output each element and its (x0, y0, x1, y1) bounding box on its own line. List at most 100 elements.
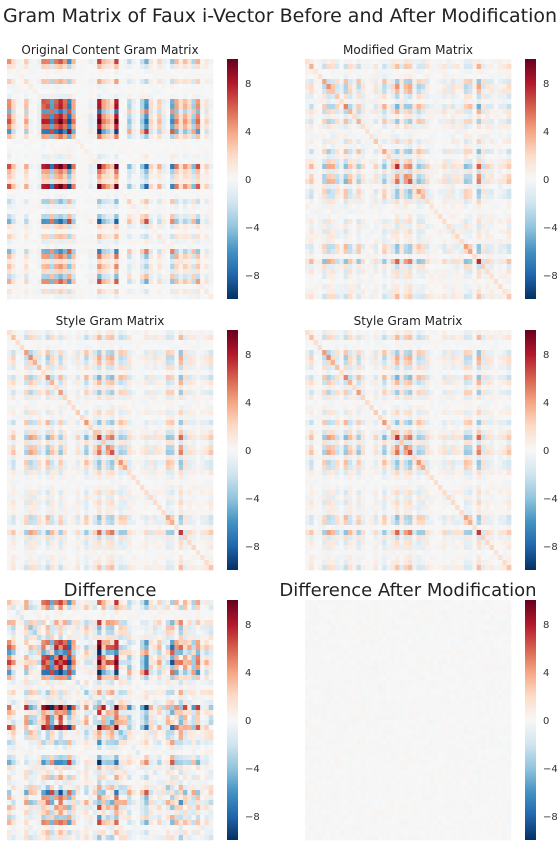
heatmap-cell (157, 79, 162, 85)
panel-title: Original Content Gram Matrix (21, 43, 198, 57)
heatmap-cell (335, 289, 340, 295)
heatmap-cell (84, 204, 89, 210)
heatmap-cell (459, 284, 465, 290)
heatmap-cell (195, 199, 201, 205)
heatmap-cell (204, 174, 210, 180)
heatmap-cell (41, 360, 46, 366)
heatmap-cell (110, 129, 115, 135)
heatmap-cell (485, 184, 490, 190)
heatmap-cell (390, 224, 396, 230)
heatmap-cell (309, 229, 314, 235)
heatmap-cell (88, 189, 94, 195)
heatmap-cell (468, 169, 473, 175)
heatmap-cell (420, 289, 426, 295)
heatmap-cell (382, 169, 387, 175)
heatmap-cell (92, 154, 98, 160)
heatmap-cell (118, 204, 124, 210)
heatmap-cell (191, 119, 197, 125)
heatmap-cell (7, 74, 12, 80)
heatmap-cell (105, 279, 111, 285)
heatmap-cell (377, 239, 383, 245)
heatmap-cell (347, 194, 353, 200)
heatmap-cell (32, 114, 38, 120)
heatmap-cell (105, 154, 111, 160)
heatmap-cell (208, 74, 214, 80)
heatmap-cell (11, 79, 16, 85)
heatmap-cell (88, 134, 94, 140)
heatmap-cell (110, 194, 115, 200)
heatmap-cell (127, 204, 132, 210)
heatmap-cell (105, 294, 111, 300)
heatmap-cell (442, 234, 447, 240)
heatmap-cell (459, 289, 465, 295)
heatmap-cell (408, 89, 413, 95)
heatmap-cell (317, 249, 323, 255)
heatmap-cell (19, 99, 25, 105)
heatmap-cell (330, 209, 336, 215)
heatmap-cell (11, 104, 16, 110)
heatmap-cell (174, 234, 180, 240)
heatmap-cell (24, 294, 29, 300)
heatmap-cell (62, 264, 68, 270)
heatmap-cell (71, 259, 77, 265)
heatmap-cell (382, 244, 387, 250)
heatmap-cell (425, 139, 430, 145)
heatmap-cell (395, 264, 400, 270)
heatmap-cell (97, 164, 102, 170)
heatmap-cell (425, 64, 430, 70)
heatmap-cell (485, 179, 490, 185)
heatmap-cell (382, 199, 387, 205)
heatmap-cell (97, 154, 102, 160)
heatmap-cell (144, 355, 149, 361)
heatmap-cell (468, 219, 473, 225)
heatmap-cell (131, 350, 137, 356)
heatmap-cell (37, 139, 42, 145)
heatmap-cell (88, 124, 94, 130)
heatmap-cell (485, 279, 490, 285)
heatmap-cell (463, 289, 469, 295)
heatmap-cell (11, 169, 16, 175)
heatmap-cell (187, 134, 192, 140)
heatmap-cell (352, 159, 357, 165)
heatmap-cell (92, 104, 98, 110)
heatmap-cell (24, 84, 29, 90)
heatmap-cell (152, 274, 158, 280)
heatmap-cell (182, 214, 188, 220)
heatmap-cell (369, 264, 375, 270)
heatmap-cell (148, 289, 154, 295)
heatmap-cell (305, 174, 310, 180)
heatmap-cell (157, 144, 162, 150)
heatmap-cell (347, 79, 353, 85)
heatmap-cell (438, 264, 443, 270)
heatmap-cell (92, 259, 98, 265)
heatmap-cell (41, 194, 46, 200)
heatmap-cell (360, 259, 366, 265)
heatmap-cell (140, 179, 145, 185)
heatmap-cell (395, 229, 400, 235)
heatmap-cell (157, 139, 162, 145)
heatmap-cell (377, 259, 383, 265)
heatmap-cell (178, 199, 184, 205)
heatmap-cell (28, 219, 34, 225)
heatmap-cell (480, 199, 486, 205)
heatmap-cell (502, 114, 508, 120)
heatmap-cell (49, 179, 55, 185)
heatmap-cell (92, 184, 98, 190)
heatmap-cell (24, 124, 29, 130)
heatmap-cell (110, 330, 115, 336)
heatmap-cell (476, 254, 482, 260)
heatmap-cell (28, 154, 34, 160)
heatmap-cell (105, 289, 111, 295)
heatmap-cell (313, 99, 319, 105)
heatmap-cell (114, 204, 119, 210)
heatmap-cell (88, 209, 94, 215)
heatmap-cell (412, 149, 417, 155)
heatmap-cell (343, 94, 349, 100)
heatmap-cell (446, 254, 452, 260)
heatmap-cell (429, 184, 435, 190)
heatmap-cell (24, 365, 29, 371)
heatmap-cell (161, 144, 167, 150)
heatmap-cell (429, 229, 435, 235)
heatmap-cell (118, 104, 124, 110)
heatmap-cell (165, 149, 171, 155)
